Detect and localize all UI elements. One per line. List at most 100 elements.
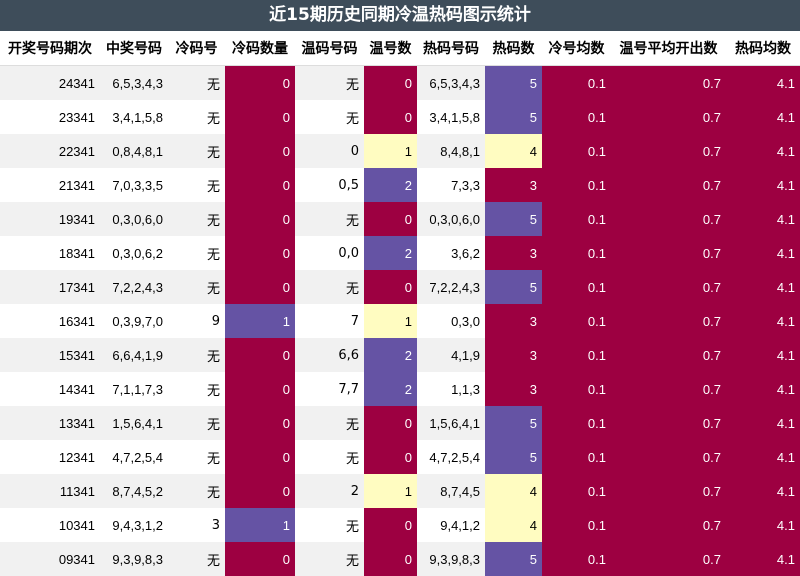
cell-warm-average: 0.7 [611,372,726,406]
cell-cold-average: 0.1 [542,236,611,270]
header-row: 开奖号码期次 中奖号码 冷码号 冷码数量 温码号码 温号数 热码号码 热码数 冷… [0,31,800,66]
cell-warm-count: 1 [364,474,417,508]
cell-warm-number: 0,5 [295,168,364,202]
cell-cold-average: 0.1 [542,508,611,542]
cell-warm-count: 2 [364,236,417,270]
cell-warm-count: 0 [364,66,417,101]
cell-cold-average: 0.1 [542,338,611,372]
cell-warm-average: 0.7 [611,100,726,134]
cell-warm-count: 2 [364,338,417,372]
cell-winning-number: 8,7,4,5,2 [100,474,168,508]
cell-warm-average: 0.7 [611,304,726,338]
cell-cold-count: 0 [225,542,295,576]
cell-hot-count: 3 [485,338,542,372]
cell-cold-number: 无 [168,372,225,406]
cell-cold-count: 0 [225,100,295,134]
cell-cold-average: 0.1 [542,304,611,338]
cell-hot-average: 4.1 [726,338,800,372]
cell-hot-average: 4.1 [726,406,800,440]
cell-winning-number: 6,6,4,1,9 [100,338,168,372]
header-warm-count: 温号数 [364,31,417,66]
cell-period: 23341 [0,100,100,134]
cell-hot-average: 4.1 [726,202,800,236]
cell-cold-number: 无 [168,100,225,134]
header-hot-number: 热码号码 [417,31,485,66]
cell-cold-count: 0 [225,372,295,406]
cell-period: 18341 [0,236,100,270]
cell-warm-average: 0.7 [611,202,726,236]
header-cold-number: 冷码号 [168,31,225,66]
header-hot-average: 热码均数 [726,31,800,66]
cell-winning-number: 1,5,6,4,1 [100,406,168,440]
cell-hot-average: 4.1 [726,236,800,270]
cell-warm-count: 1 [364,134,417,168]
cell-warm-number: 无 [295,508,364,542]
cell-hot-number: 1,1,3 [417,372,485,406]
cell-period: 15341 [0,338,100,372]
cell-cold-count: 0 [225,406,295,440]
cell-cold-count: 0 [225,66,295,101]
cell-winning-number: 7,2,2,4,3 [100,270,168,304]
header-warm-average: 温号平均开出数 [611,31,726,66]
cell-period: 10341 [0,508,100,542]
cell-cold-average: 0.1 [542,168,611,202]
cell-cold-number: 无 [168,474,225,508]
cell-period: 19341 [0,202,100,236]
cell-cold-average: 0.1 [542,66,611,101]
cell-warm-number: 6,6 [295,338,364,372]
cell-warm-count: 0 [364,270,417,304]
header-cold-count: 冷码数量 [225,31,295,66]
cell-warm-average: 0.7 [611,508,726,542]
cell-warm-average: 0.7 [611,406,726,440]
cell-hot-average: 4.1 [726,168,800,202]
cell-period: 22341 [0,134,100,168]
cell-winning-number: 4,7,2,5,4 [100,440,168,474]
cell-warm-average: 0.7 [611,270,726,304]
cell-warm-average: 0.7 [611,338,726,372]
cell-hot-average: 4.1 [726,542,800,576]
cell-hot-number: 0,3,0,6,0 [417,202,485,236]
cell-warm-number: 无 [295,100,364,134]
cell-cold-count: 0 [225,134,295,168]
cell-cold-count: 0 [225,474,295,508]
cell-cold-count: 0 [225,338,295,372]
cell-period: 17341 [0,270,100,304]
cell-hot-count: 4 [485,134,542,168]
cell-warm-average: 0.7 [611,236,726,270]
cell-cold-number: 无 [168,338,225,372]
cell-hot-count: 4 [485,508,542,542]
cell-cold-number: 无 [168,270,225,304]
cell-warm-number: 无 [295,406,364,440]
cell-cold-count: 0 [225,202,295,236]
cell-warm-count: 0 [364,202,417,236]
cell-hot-average: 4.1 [726,440,800,474]
cell-cold-count: 0 [225,168,295,202]
cell-cold-number: 3 [168,508,225,542]
header-cold-average: 冷号均数 [542,31,611,66]
cell-hot-number: 7,3,3 [417,168,485,202]
cell-warm-number: 无 [295,270,364,304]
cell-period: 24341 [0,66,100,101]
cell-winning-number: 0,3,0,6,0 [100,202,168,236]
cell-cold-number: 无 [168,66,225,101]
cell-winning-number: 9,4,3,1,2 [100,508,168,542]
cell-hot-average: 4.1 [726,372,800,406]
cell-cold-count: 0 [225,440,295,474]
cell-warm-average: 0.7 [611,168,726,202]
cell-period: 09341 [0,542,100,576]
cell-hot-number: 3,4,1,5,8 [417,100,485,134]
cell-warm-number: 无 [295,66,364,101]
cell-hot-count: 5 [485,100,542,134]
cell-hot-average: 4.1 [726,100,800,134]
cell-cold-average: 0.1 [542,270,611,304]
header-warm-number: 温码号码 [295,31,364,66]
cell-hot-count: 3 [485,304,542,338]
cell-hot-count: 5 [485,202,542,236]
